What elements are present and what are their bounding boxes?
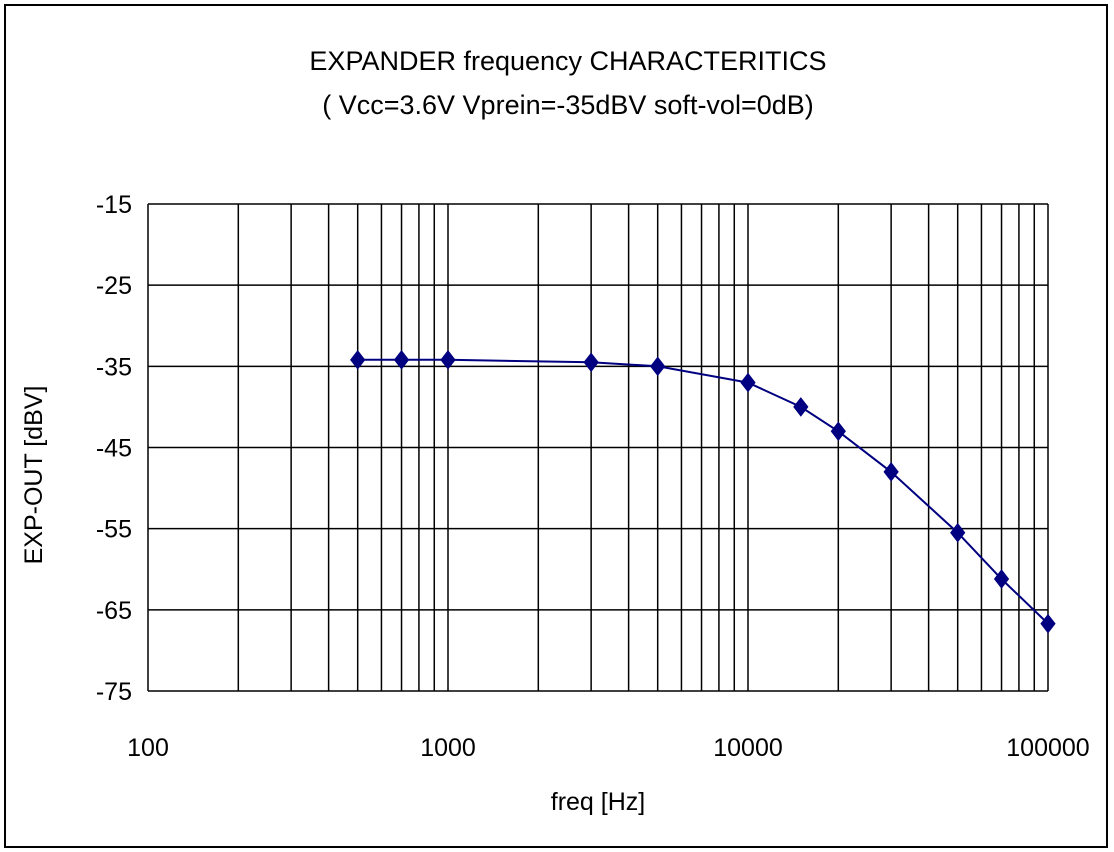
y-tick-label: -25 [96, 272, 132, 300]
series-layer [350, 350, 1056, 634]
x-tick-label: 10000 [713, 734, 783, 762]
data-point-marker [440, 350, 456, 370]
data-point-marker [1040, 613, 1056, 634]
y-tick-label: -15 [96, 191, 132, 219]
y-tick-label: -35 [96, 353, 132, 381]
chart-subtitle: ( Vcc=3.6V Vprein=-35dBV soft-vol=0dB) [322, 90, 814, 120]
y-tick-label: -65 [96, 597, 132, 625]
x-tick-label: 1000 [420, 734, 476, 762]
y-tick-label: -55 [96, 516, 132, 544]
chart-frame [4, 4, 1108, 848]
axis-ticks: -15 -25 -35 -45 -55 -65 -75 100 1000 10000 100000 [96, 191, 1090, 762]
data-point-marker [993, 569, 1010, 589]
series-line [357, 358, 1049, 625]
data-point-marker [650, 356, 666, 377]
data-point-marker [883, 462, 899, 482]
grid [147, 203, 1049, 692]
data-point-marker [393, 350, 410, 370]
data-point-marker [740, 372, 756, 393]
data-point-marker [350, 350, 366, 370]
data-point-marker [830, 421, 846, 442]
y-axis-label: EXP-OUT [dBV] [20, 386, 48, 565]
x-tick-label: 100000 [1006, 734, 1089, 762]
x-tick-label: 100 [127, 734, 169, 762]
data-point-marker [793, 397, 809, 417]
data-point-marker [950, 522, 966, 543]
y-tick-label: -45 [96, 435, 132, 463]
data-point-marker [583, 352, 599, 373]
y-tick-label: -75 [96, 678, 132, 706]
chart-title: EXPANDER frequency CHARACTERITICS [309, 46, 826, 76]
x-axis-label: freq [Hz] [551, 788, 645, 816]
